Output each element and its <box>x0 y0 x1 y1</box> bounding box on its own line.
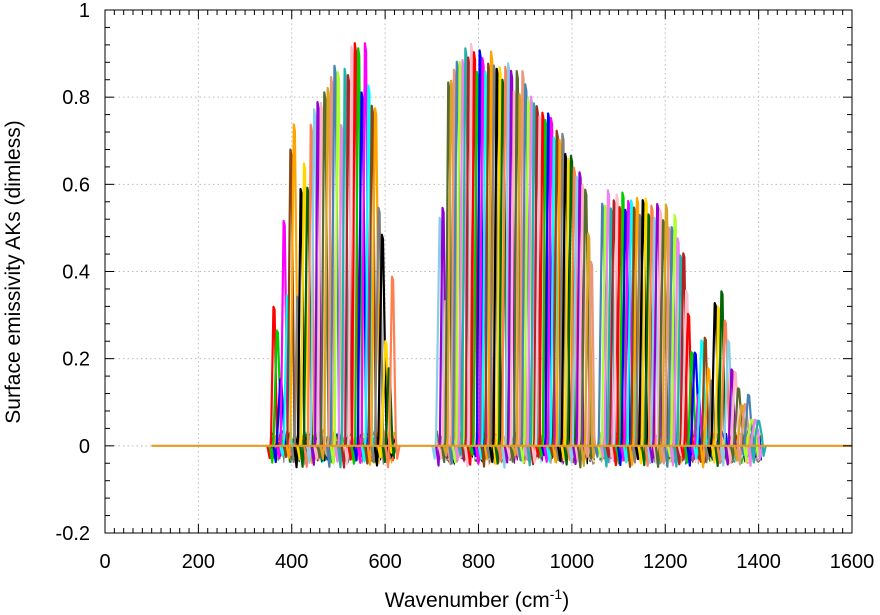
y-tick-label: 0.2 <box>62 349 90 371</box>
x-axis-title-suffix: ) <box>562 589 569 612</box>
y-tick-label: 1 <box>79 0 90 22</box>
y-tick-label: 0.4 <box>62 262 90 284</box>
x-tick-label: 800 <box>462 551 495 573</box>
y-tick-label: -0.2 <box>56 523 90 545</box>
ak-curve <box>384 275 401 469</box>
curves <box>151 42 852 469</box>
axes <box>104 9 853 534</box>
x-tick-label: 400 <box>275 551 308 573</box>
x-axis-title: Wavenumber (cm-1) <box>385 586 569 612</box>
x-tick-label: 0 <box>99 551 110 573</box>
y-tick-label: 0.8 <box>62 87 90 109</box>
x-tick-label: 1400 <box>736 551 781 573</box>
x-tick-label: 200 <box>182 551 215 573</box>
x-tick-label: 1600 <box>830 551 875 573</box>
x-axis-title-main: Wavenumber (cm <box>385 589 550 612</box>
x-axis-title-superscript: -1 <box>550 586 563 602</box>
x-tick-label: 600 <box>368 551 401 573</box>
y-tick-label: 0 <box>79 436 90 458</box>
x-tick-label: 1000 <box>550 551 595 573</box>
ak-curve <box>750 419 767 464</box>
ak-curve <box>576 188 595 469</box>
y-tick-label: 0.6 <box>62 174 90 196</box>
ak-curve <box>747 418 764 467</box>
y-axis-title: Surface emissivity AKs (dimless) <box>2 120 25 423</box>
tick-labels: 0 200 400 600 800 1000 1200 1400 1600 -0.2 0 0.2 0.4… <box>56 0 875 573</box>
ak-curve <box>376 340 395 459</box>
ak-curve <box>580 232 597 467</box>
ak-curve <box>742 418 761 464</box>
x-tick-label: 1200 <box>643 551 688 573</box>
ak-curve <box>381 367 397 464</box>
